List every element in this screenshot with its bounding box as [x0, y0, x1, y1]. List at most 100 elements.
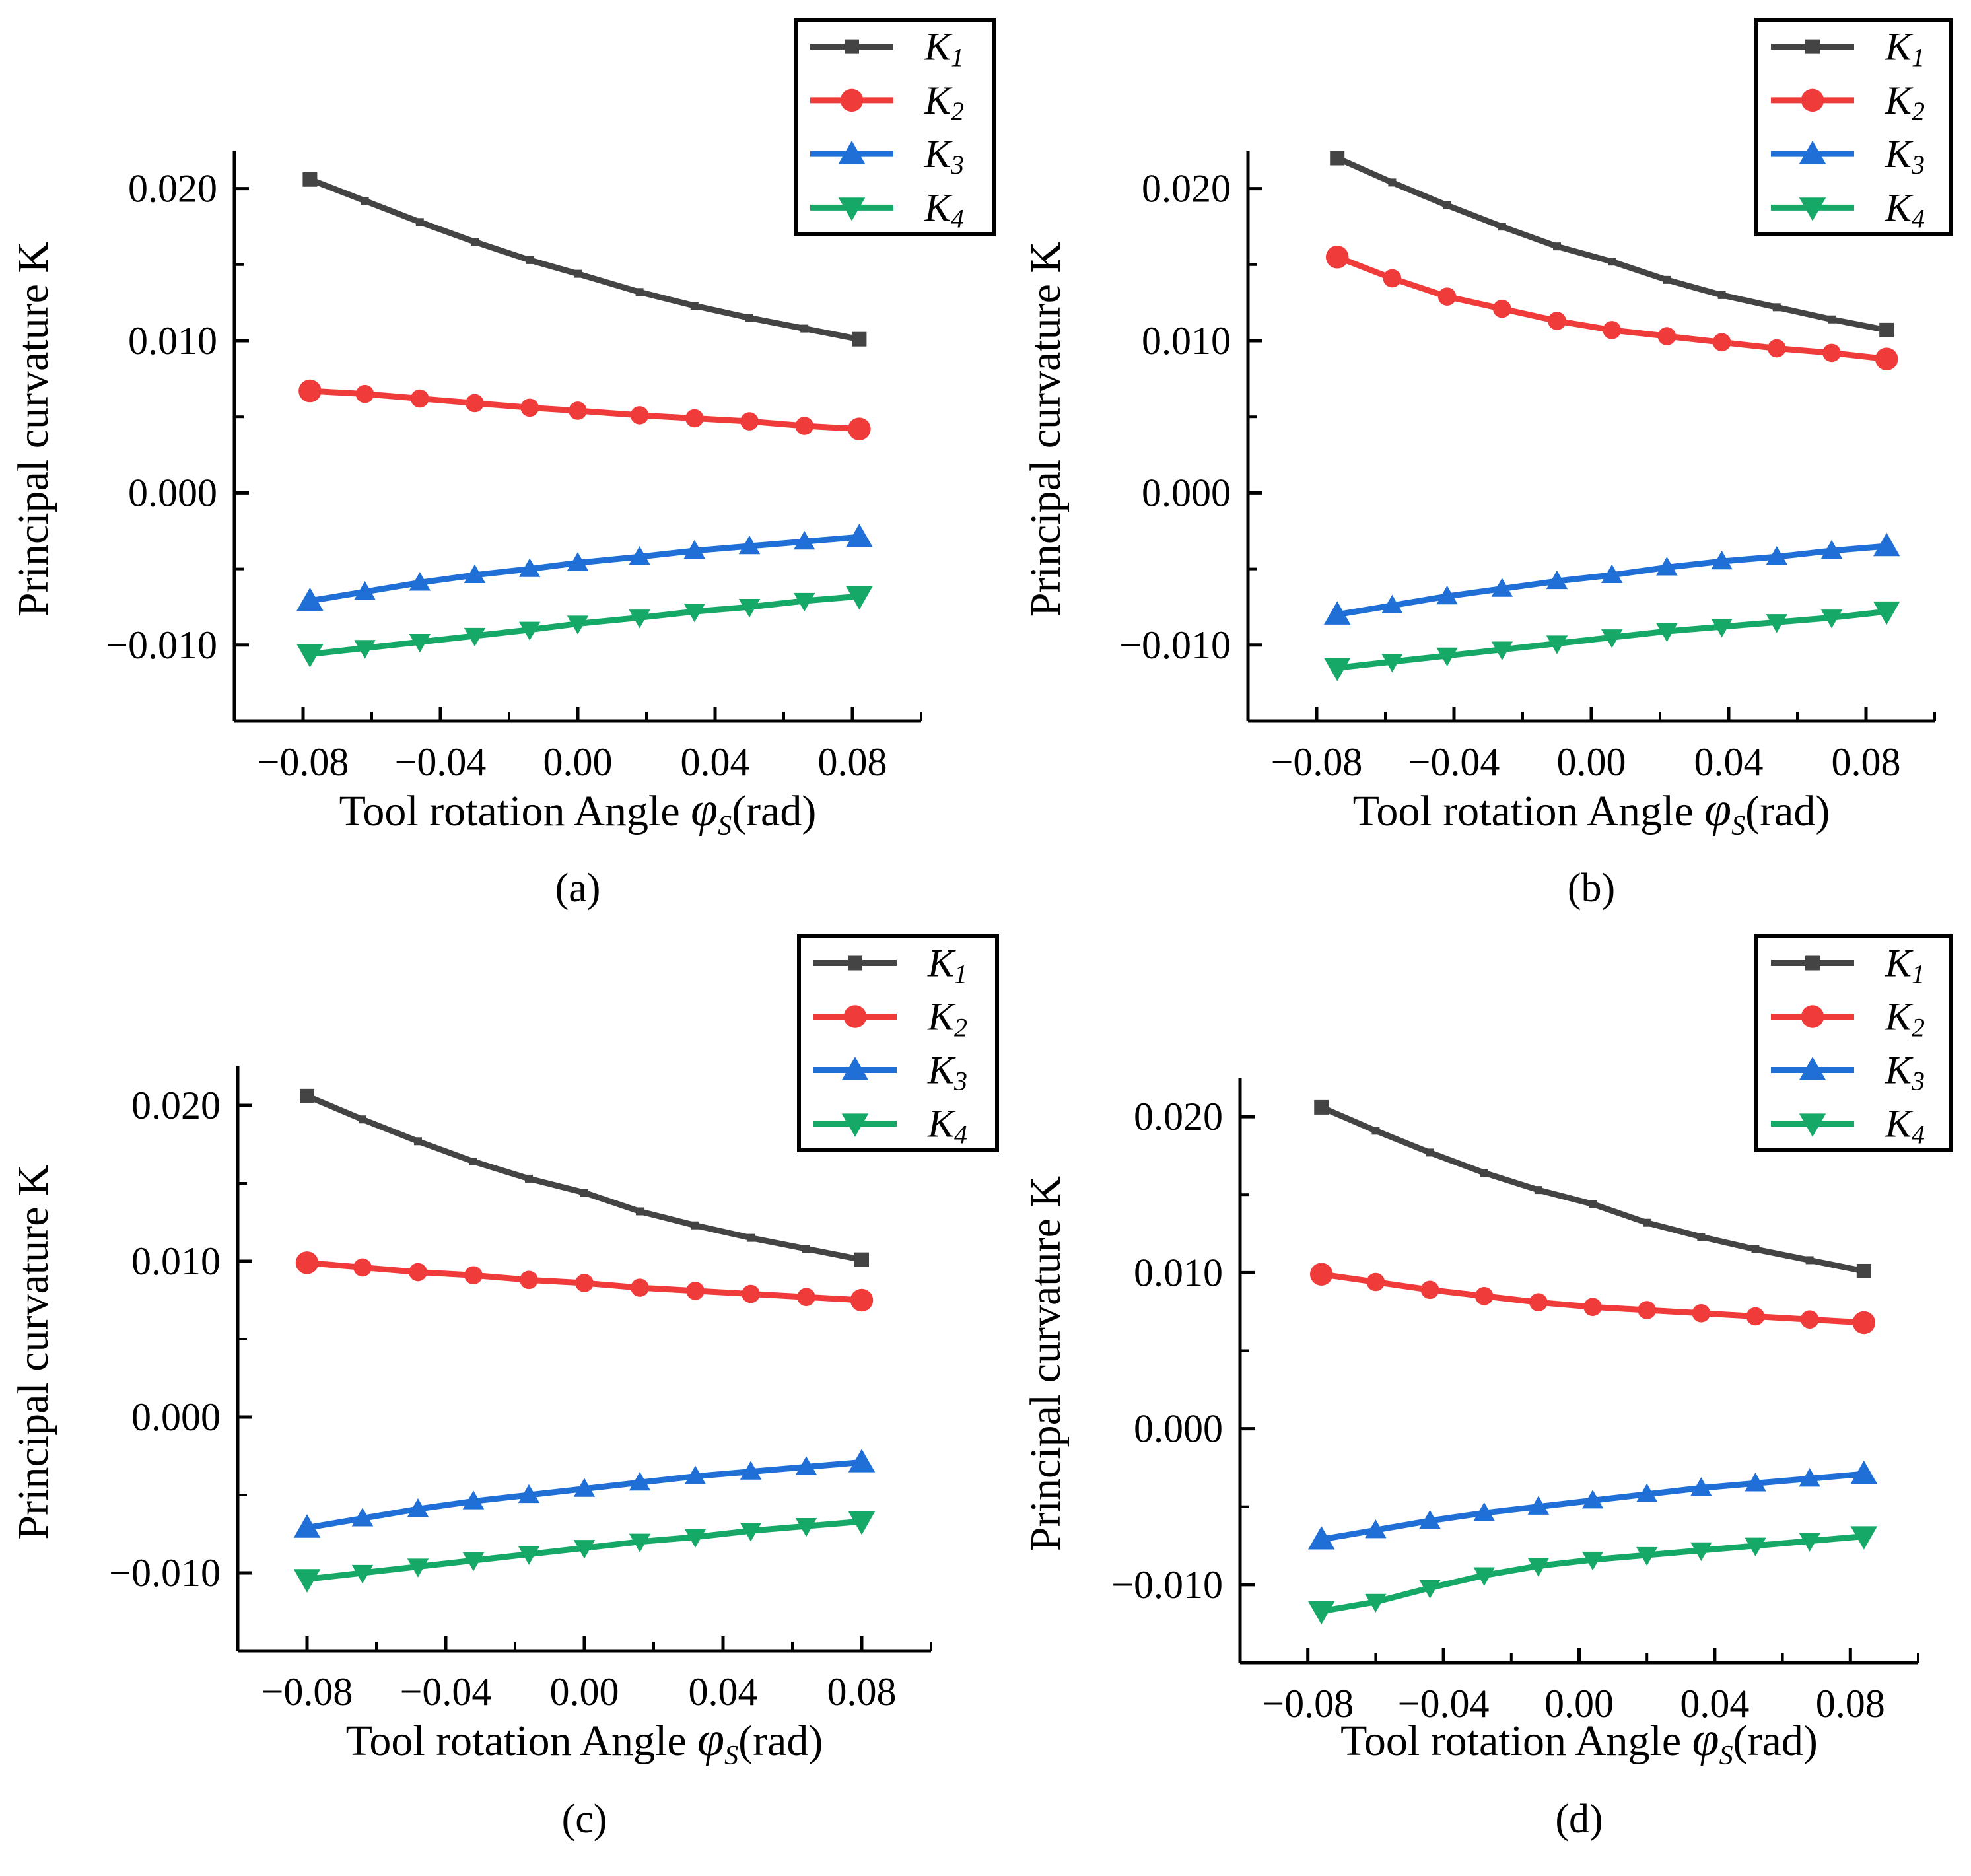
x-tick-label: −0.04 [400, 1670, 492, 1714]
x-axis-title-symbol: φ [1704, 782, 1731, 837]
panel-b: 0.020 0.010 0.000 −0.010 −0.08 −0.04 0.00 0.04 0… [1021, 18, 1953, 911]
legend-marker [845, 39, 859, 54]
data-point [1419, 1510, 1441, 1529]
x-tick-label: −0.08 [261, 1670, 353, 1714]
data-point [1745, 1473, 1766, 1492]
data-point [1443, 201, 1451, 209]
data-point [302, 172, 318, 187]
legend-label-sub: 3 [950, 150, 964, 180]
series-K1 [1330, 151, 1894, 337]
legend-marker [1805, 955, 1820, 971]
data-point [846, 586, 873, 610]
series-K2 [298, 379, 871, 440]
data-point [1692, 1303, 1711, 1323]
legend-label-sub: 1 [951, 43, 964, 73]
y-axis-title: Principal curvature K [9, 242, 57, 617]
data-point [1330, 151, 1345, 166]
x-tick-label: 0.04 [681, 740, 750, 784]
data-point [738, 535, 761, 555]
legend-item-K2: K2 [1771, 995, 1925, 1043]
data-point [1426, 1148, 1434, 1157]
legend-label: K2 [1885, 995, 1925, 1043]
data-point [1314, 1099, 1329, 1115]
data-point [1436, 647, 1458, 667]
legend-label-name: K [1885, 79, 1914, 122]
data-point [1309, 1263, 1333, 1286]
series-line [304, 1093, 865, 1263]
legend-label-sub: 2 [1912, 96, 1925, 126]
data-point [464, 627, 486, 647]
legend-box [797, 934, 999, 1152]
legend-label: K4 [1885, 1102, 1925, 1150]
data-point [1850, 1526, 1878, 1550]
data-point [411, 389, 429, 408]
data-point [407, 1558, 429, 1578]
legend-item-K3: K3 [810, 132, 964, 180]
data-point [1529, 1293, 1548, 1312]
legend-label-name: K [927, 1102, 956, 1146]
x-axis-title-text: Tool rotation Angle [346, 1717, 697, 1765]
legend-label-name: K [924, 186, 953, 229]
data-point [1498, 223, 1506, 231]
data-point [414, 1137, 422, 1146]
data-point [409, 634, 431, 653]
series-K4 [296, 586, 873, 668]
data-point [848, 417, 871, 440]
data-point [1534, 1186, 1542, 1195]
data-point [1473, 1502, 1495, 1521]
data-point [296, 587, 324, 611]
legend-item-K3: K3 [1771, 1049, 1925, 1096]
data-point [1307, 1526, 1335, 1550]
legend-label: K3 [1885, 132, 1925, 180]
data-point [1873, 532, 1900, 557]
data-point [685, 409, 704, 428]
legend-label-sub: 2 [1912, 1013, 1925, 1043]
data-point [629, 545, 650, 565]
legend-label-sub: 4 [954, 1120, 967, 1150]
data-point [293, 1514, 321, 1538]
data-point [1875, 347, 1898, 370]
panel-label: (c) [562, 1797, 607, 1842]
legend-marker [840, 88, 864, 112]
legend-label-name: K [1885, 995, 1914, 1039]
data-point [1527, 1558, 1550, 1577]
data-point [1581, 1490, 1604, 1509]
legend-label-name: K [927, 1049, 956, 1092]
data-point [1601, 564, 1623, 583]
legend-marker [1799, 140, 1826, 164]
data-point [740, 412, 759, 431]
x-tick-label: −0.08 [258, 740, 349, 784]
legend-label-name: K [1885, 186, 1914, 229]
data-point [525, 1174, 533, 1183]
data-point [630, 406, 649, 425]
data-point [407, 1498, 429, 1517]
series-line [306, 593, 862, 658]
series-K3 [1307, 1460, 1878, 1550]
legend-label-name: K [1885, 25, 1914, 69]
x-tick-label: −0.04 [1408, 740, 1500, 784]
data-point [1589, 1200, 1597, 1208]
legend-label: K4 [1885, 186, 1925, 233]
x-axis-title-text: Tool rotation Angle [339, 787, 691, 835]
y-tick-label: 0.000 [128, 471, 217, 514]
legend-label-name: K [924, 132, 953, 176]
data-point [1371, 1127, 1380, 1135]
legend-item-K2: K2 [810, 79, 964, 126]
data-point [351, 1508, 374, 1527]
y-tick-label: 0.020 [1134, 1095, 1223, 1138]
data-point [573, 1540, 596, 1559]
legend-item-K1: K1 [810, 25, 964, 73]
data-point [567, 552, 589, 571]
legend-marker [1801, 88, 1824, 112]
data-point [1583, 1298, 1602, 1317]
data-point [738, 599, 761, 618]
data-point [631, 1278, 649, 1297]
legend-label-sub: 2 [954, 1013, 967, 1043]
y-tick-label: −0.010 [109, 1551, 221, 1595]
legend-item-K4: K4 [1771, 1102, 1925, 1150]
data-point [1546, 635, 1568, 654]
data-point [1799, 1533, 1820, 1552]
data-point [1751, 1245, 1760, 1253]
data-point [1608, 258, 1616, 266]
